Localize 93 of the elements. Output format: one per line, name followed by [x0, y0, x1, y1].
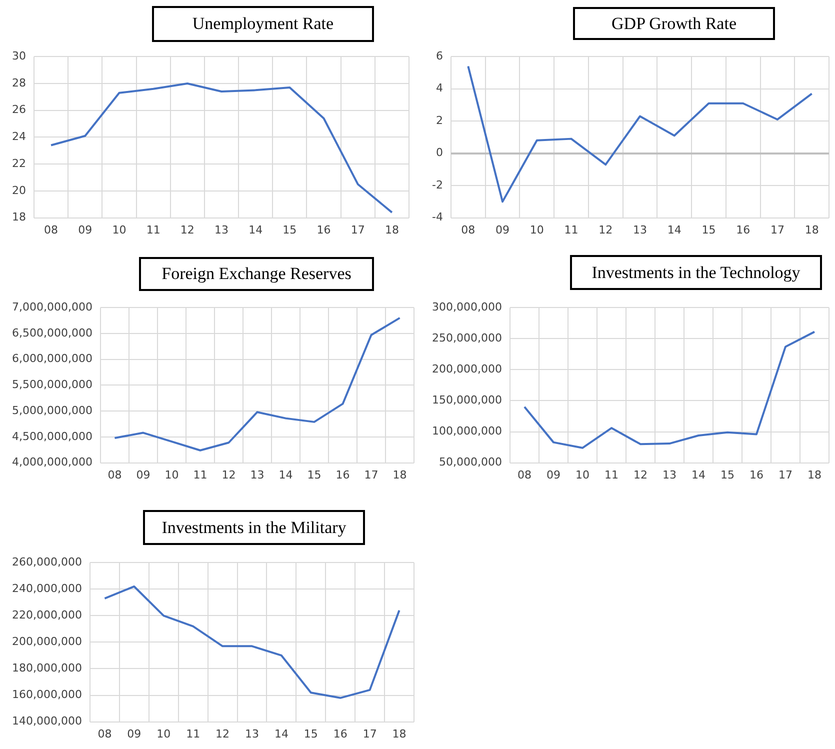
chart-title: GDP Growth Rate	[612, 14, 736, 34]
x-tick-label: 12	[222, 468, 236, 482]
x-tick-label: 12	[180, 223, 194, 236]
y-tick-label: 4,500,000,000	[12, 430, 92, 443]
x-tick-label: 18	[392, 468, 407, 482]
x-tick-label: 08	[461, 223, 476, 236]
x-tick-label: 16	[333, 727, 348, 740]
y-tick-label: 300,000,000	[432, 300, 502, 314]
x-tick-label: 10	[156, 727, 171, 740]
y-tick-label: 220,000,000	[12, 608, 82, 622]
y-tick-label: 4	[436, 82, 443, 95]
y-tick-label: 160,000,000	[12, 688, 82, 702]
x-tick-label: 11	[564, 223, 578, 236]
y-tick-label: 240,000,000	[12, 582, 82, 595]
x-tick-label: 10	[575, 468, 590, 482]
x-tick-label: 17	[778, 468, 792, 482]
y-tick-label: 2	[436, 114, 443, 127]
x-tick-label: 15	[282, 223, 297, 236]
x-tick-label: 18	[384, 223, 399, 236]
y-tick-label: -4	[432, 210, 443, 224]
y-tick-label: 200,000,000	[12, 635, 82, 648]
x-tick-label: 09	[496, 223, 510, 236]
x-tick-label: 15	[304, 727, 318, 740]
y-tick-label: 26	[12, 103, 26, 116]
x-tick-label: 13	[244, 727, 259, 740]
x-tick-label: 17	[364, 468, 378, 482]
x-tick-label: 16	[336, 468, 350, 482]
x-tick-label: 10	[530, 223, 544, 236]
x-tick-label: 10	[164, 468, 179, 482]
y-tick-label: 260,000,000	[12, 555, 82, 568]
chart-title: Unemployment Rate	[192, 14, 334, 34]
x-tick-label: 09	[546, 468, 560, 482]
y-tick-label: 22	[12, 156, 26, 170]
y-tick-label: 7,000,000,000	[12, 300, 92, 314]
y-tick-label: 6,500,000,000	[12, 326, 92, 340]
y-tick-label: 150,000,000	[432, 394, 502, 407]
x-tick-label: 14	[274, 727, 288, 740]
x-tick-label: 13	[250, 468, 264, 482]
y-tick-label: 0	[436, 146, 443, 160]
y-tick-label: 6,000,000,000	[12, 352, 92, 366]
y-tick-label: -2	[432, 178, 443, 192]
x-tick-label: 08	[44, 223, 58, 236]
x-tick-label: 12	[598, 223, 613, 236]
x-tick-label: 14	[248, 223, 263, 236]
x-tick-label: 09	[78, 223, 92, 236]
chart-title: Investments in the Technology	[592, 262, 800, 282]
x-tick-label: 11	[604, 468, 618, 482]
x-tick-label: 11	[193, 468, 208, 482]
y-tick-label: 140,000,000	[12, 714, 82, 728]
x-tick-label: 14	[691, 468, 706, 482]
x-tick-label: 10	[112, 223, 126, 236]
y-tick-label: 4,000,000,000	[12, 456, 92, 469]
x-tick-label: 16	[736, 223, 750, 236]
x-tick-label: 15	[307, 468, 322, 482]
x-tick-label: 16	[316, 223, 331, 236]
x-tick-label: 14	[667, 223, 682, 236]
y-tick-label: 5,000,000,000	[12, 404, 92, 417]
x-tick-label: 17	[362, 727, 377, 740]
x-tick-label: 17	[350, 223, 365, 236]
x-tick-label: 09	[136, 468, 150, 482]
y-tick-label: 100,000,000	[432, 424, 502, 438]
x-tick-label: 13	[662, 468, 676, 482]
y-tick-label: 24	[12, 130, 26, 144]
x-tick-label: 17	[770, 223, 784, 236]
x-tick-label: 12	[216, 727, 230, 740]
chart-title: Investments in the Military	[162, 518, 346, 538]
y-tick-label: 250,000,000	[432, 332, 502, 344]
x-tick-label: 08	[517, 468, 532, 482]
y-tick-label: 180,000,000	[12, 662, 82, 675]
chart-title: Foreign Exchange Reserves	[162, 264, 352, 284]
x-tick-label: 18	[392, 727, 406, 740]
x-tick-label: 11	[146, 223, 160, 236]
y-tick-label: 6	[436, 49, 443, 62]
x-tick-label: 09	[127, 727, 142, 740]
x-tick-label: 16	[749, 468, 764, 482]
y-tick-label: 50,000,000	[438, 456, 502, 469]
x-tick-label: 08	[108, 468, 122, 482]
x-tick-label: 13	[632, 223, 647, 236]
y-tick-label: 28	[12, 76, 26, 90]
x-tick-label: 18	[808, 468, 822, 482]
x-tick-label: 08	[98, 727, 112, 740]
y-tick-label: 200,000,000	[432, 362, 502, 376]
x-tick-label: 15	[720, 468, 734, 482]
y-tick-label: 20	[12, 184, 26, 197]
x-tick-label: 11	[186, 727, 200, 740]
x-tick-label: 18	[804, 223, 819, 236]
y-tick-label: 5,500,000,000	[12, 378, 92, 392]
x-tick-label: 12	[633, 468, 648, 482]
x-tick-label: 13	[214, 223, 228, 236]
x-tick-label: 14	[278, 468, 293, 482]
x-tick-label: 15	[702, 223, 716, 236]
y-tick-label: 30	[12, 49, 26, 62]
y-tick-label: 18	[12, 210, 26, 224]
